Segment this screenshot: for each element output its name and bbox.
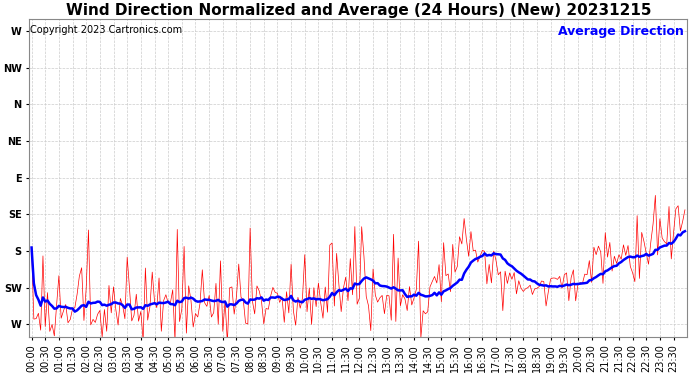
Text: Average Direction: Average Direction — [558, 25, 684, 38]
Text: Copyright 2023 Cartronics.com: Copyright 2023 Cartronics.com — [30, 25, 182, 35]
Title: Wind Direction Normalized and Average (24 Hours) (New) 20231215: Wind Direction Normalized and Average (2… — [66, 3, 651, 18]
